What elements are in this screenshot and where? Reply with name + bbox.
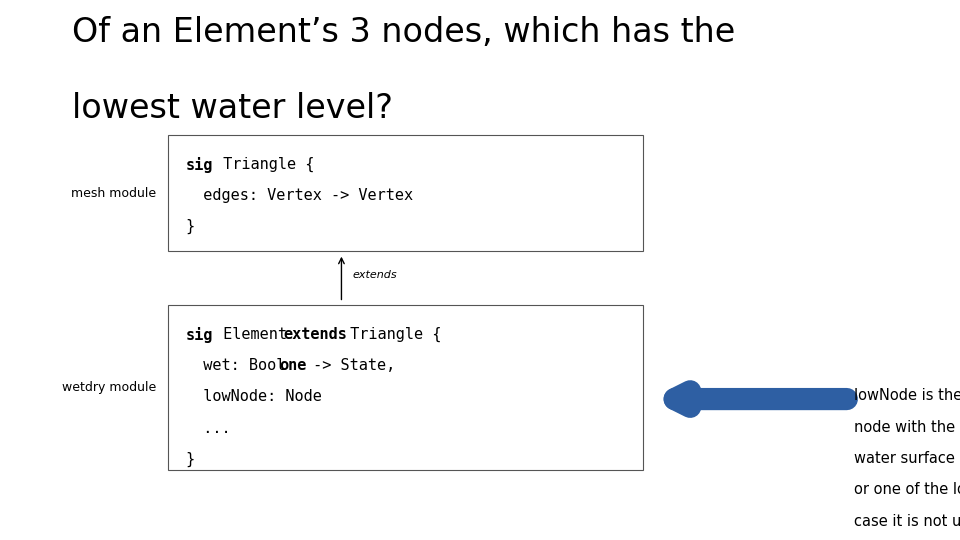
Text: -> State,: -> State, [304,358,396,373]
Bar [168,305,643,470]
Text: extends: extends [283,327,348,342]
Text: Element: Element [214,327,297,342]
Text: sig: sig [185,327,213,343]
Text: edges: Vertex -> Vertex: edges: Vertex -> Vertex [185,188,414,203]
Bar [168,135,643,251]
Text: lowest water level?: lowest water level? [72,92,393,125]
Text: or one of the lowest in the: or one of the lowest in the [854,482,960,497]
Text: lowNode is the element’s: lowNode is the element’s [854,388,960,403]
Text: ...: ... [185,421,231,436]
Text: Of an Element’s 3 nodes, which has the: Of an Element’s 3 nodes, which has the [72,16,735,49]
Text: sig: sig [185,157,213,173]
Text: one: one [279,358,307,373]
Text: wetdry module: wetdry module [62,381,156,394]
Text: mesh module: mesh module [71,186,156,200]
Text: lowNode: Node: lowNode: Node [185,389,323,404]
Text: }: } [185,219,195,234]
Text: case it is not unique: case it is not unique [854,514,960,529]
Text: node with the lowest: node with the lowest [854,420,960,435]
Text: Triangle {: Triangle { [341,327,442,342]
Text: water surface elevation--: water surface elevation-- [854,451,960,466]
Text: Triangle {: Triangle { [214,157,315,172]
Text: wet: Bool: wet: Bool [185,358,295,373]
Text: extends: extends [353,271,397,280]
Text: }: } [185,452,195,467]
